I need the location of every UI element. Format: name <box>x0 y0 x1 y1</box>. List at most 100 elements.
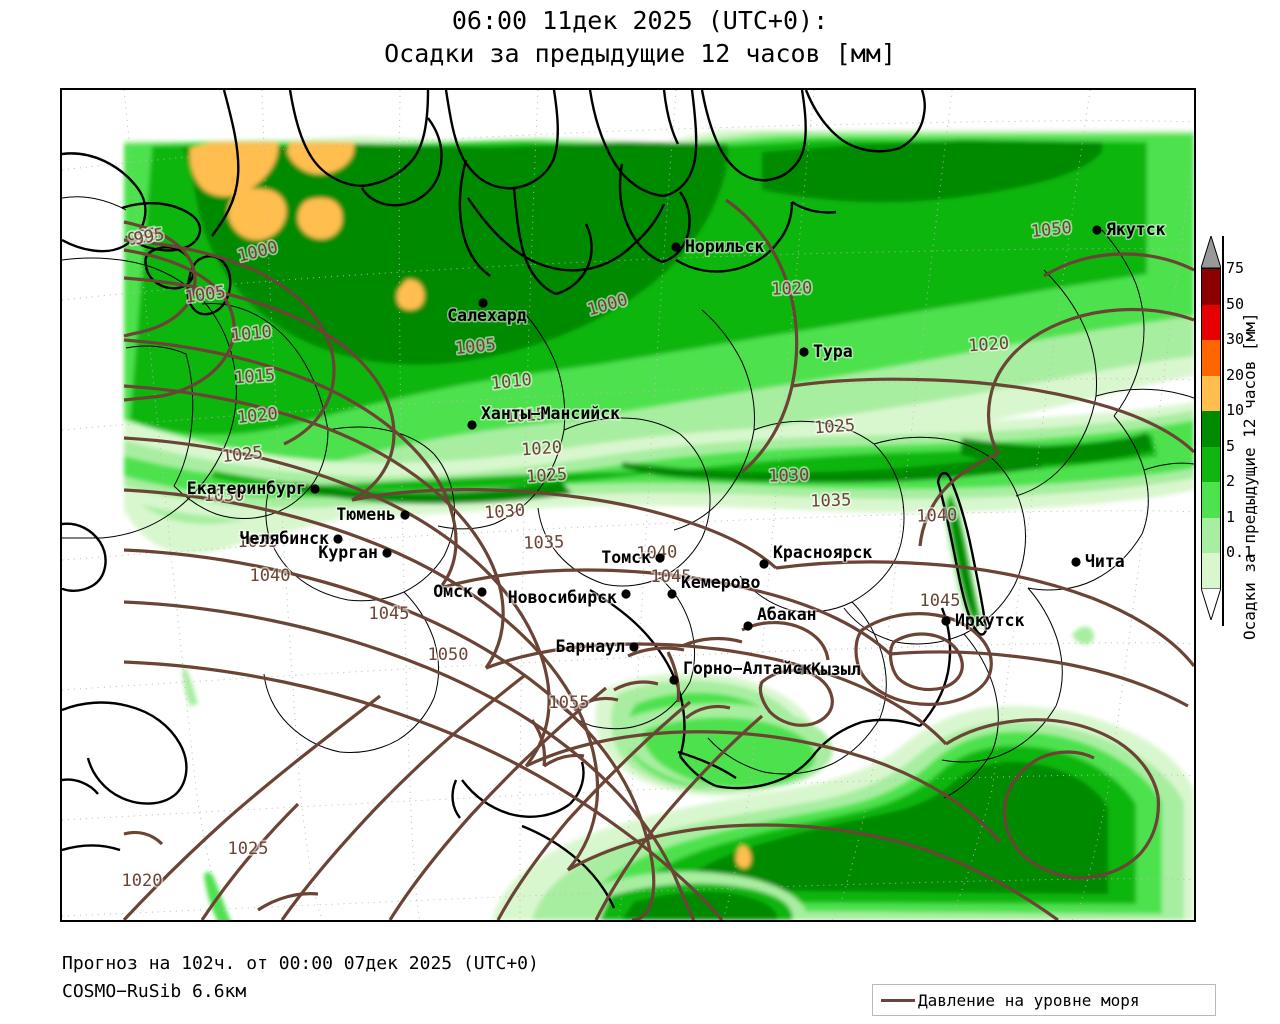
city-dot <box>400 510 410 520</box>
city-dot <box>671 242 681 252</box>
city-label: Омск <box>433 582 473 601</box>
precipitation-field <box>124 130 1194 920</box>
city-label: Челябинск <box>240 529 329 548</box>
isobar-label: 1030 <box>204 486 245 506</box>
isobar-label: 1020 <box>771 278 813 299</box>
isobar-label: 1020 <box>968 334 1010 357</box>
isobar-label: 1030 <box>204 486 245 506</box>
city-label: Иркутск <box>955 611 1025 630</box>
isobar-label: 1040 <box>916 505 958 526</box>
colorbar-band-2 <box>1202 482 1220 518</box>
colorbar-tick-1: 1 <box>1226 507 1236 526</box>
city-dot <box>941 616 951 626</box>
isobar-label: 1015 <box>234 366 276 389</box>
city-dot <box>310 484 320 494</box>
colorbar-band-10 <box>1202 411 1220 447</box>
city-markers: НорильскНорильскЯкутскЯкутскСалехардСале… <box>185 219 1167 685</box>
city-label: Кызыл <box>811 660 861 679</box>
city-label: Горно−Алтайск <box>683 659 812 678</box>
isobar-label: 1055 <box>549 693 590 713</box>
city-label: Кемерово <box>681 573 761 592</box>
city-label: Салехард <box>447 306 527 325</box>
weather-map[interactable]: 985 985 995 995 1000 1000 1005 1005 1000 1000 1010… <box>60 88 1196 922</box>
colorbar-axis <box>1222 236 1224 626</box>
isobar-label: 1025 <box>228 839 269 859</box>
city-label: Челябинск <box>240 529 329 548</box>
page-title: 06:00 11дек 2025 (UTC+0): Осадки за пред… <box>0 4 1280 70</box>
city-dot <box>743 621 753 631</box>
city-label: Красноярск <box>773 543 872 562</box>
isobar-label: 1020 <box>968 334 1010 357</box>
city-dot <box>621 589 631 599</box>
isobar-label: 1025 <box>228 839 269 859</box>
colorbar-band-50 <box>1202 304 1220 341</box>
city-dot <box>797 665 807 675</box>
isobar-label: 1035 <box>238 532 279 552</box>
city-label: Тюмень <box>336 505 396 524</box>
city-dot <box>467 420 477 430</box>
colorbar-band-75 <box>1202 269 1220 305</box>
city-dot <box>478 298 488 308</box>
colorbar-tick-0.1: 0.1 <box>1226 543 1254 562</box>
city-dot <box>629 642 639 652</box>
city-label: Салехард <box>447 306 527 325</box>
isobar-label: 1040 <box>636 542 678 563</box>
city-label: Курган <box>318 543 378 562</box>
city-label: Екатеринбург <box>187 479 306 498</box>
footer-model-line: COSMO−RuSib 6.6км <box>62 981 247 1002</box>
isobar-label: 1020 <box>521 438 563 461</box>
isobar-label: 1050 <box>1030 218 1073 242</box>
colorbar-tick-20: 20 <box>1226 365 1245 384</box>
city-label: Томск <box>601 548 651 567</box>
city-label: Барнаул <box>555 637 625 656</box>
colorbar-band-30 <box>1202 340 1220 376</box>
colorbar-band-0.1 <box>1202 553 1220 589</box>
isobar-label: 1025 <box>221 443 264 467</box>
city-label: Абакан <box>757 605 817 624</box>
isobar-label: 1045 <box>651 567 692 587</box>
city-label: Екатеринбург <box>187 479 306 498</box>
isobar-label: 1015 <box>505 405 547 428</box>
city-dot <box>477 587 487 597</box>
isobar-label: 1055 <box>549 693 590 713</box>
colorbar <box>1201 268 1221 589</box>
isobar-label: 1020 <box>122 871 163 891</box>
isobar-label: 1040 <box>916 505 958 526</box>
colorbar-tick-75: 75 <box>1226 259 1245 277</box>
isobar-label: 1015 <box>505 405 547 428</box>
city-label: Иркутск <box>955 611 1025 630</box>
city-label: Чита <box>1085 552 1125 571</box>
isobar-label: 1035 <box>810 490 852 511</box>
isobar-label: 1030 <box>768 465 810 486</box>
city-label: Якутск <box>1106 220 1166 239</box>
isobar-label: 1025 <box>526 465 568 488</box>
footer: Прогноз на 102ч. от 00:00 07дек 2025 (UT… <box>62 950 539 1006</box>
isobar-label: 1045 <box>369 604 410 624</box>
city-dot <box>759 559 769 569</box>
isobar-label: 1015 <box>234 366 276 389</box>
isobar-label: 1010 <box>490 370 533 394</box>
isobar-label: 1040 <box>250 566 291 586</box>
city-label: Красноярск <box>773 543 872 562</box>
city-label: Омск <box>433 582 473 601</box>
isobar-label: 1025 <box>526 465 568 488</box>
pressure-line-swatch <box>881 998 915 1002</box>
city-label: Барнаул <box>555 637 625 656</box>
isobar-label: 1025 <box>814 416 856 439</box>
city-label: Ханты−Мансийск <box>481 404 620 423</box>
city-label: Томск <box>601 548 651 567</box>
city-label: Тура <box>813 342 853 361</box>
colorbar-band-20 <box>1202 375 1220 412</box>
colorbar-tick-50: 50 <box>1226 294 1245 313</box>
isobar-label: 1010 <box>230 322 273 346</box>
city-label: Абакан <box>757 605 817 624</box>
colorbar-band-5 <box>1202 446 1220 483</box>
city-label: Норильск <box>685 237 765 256</box>
isobar-label: 1035 <box>523 532 565 553</box>
footer-forecast-line: Прогноз на 102ч. от 00:00 07дек 2025 (UT… <box>62 953 539 974</box>
city-label: Курган <box>318 543 378 562</box>
colorbar-band-1 <box>1202 517 1220 554</box>
coastlines-and-borders <box>62 90 1194 909</box>
city-dot <box>667 589 677 599</box>
